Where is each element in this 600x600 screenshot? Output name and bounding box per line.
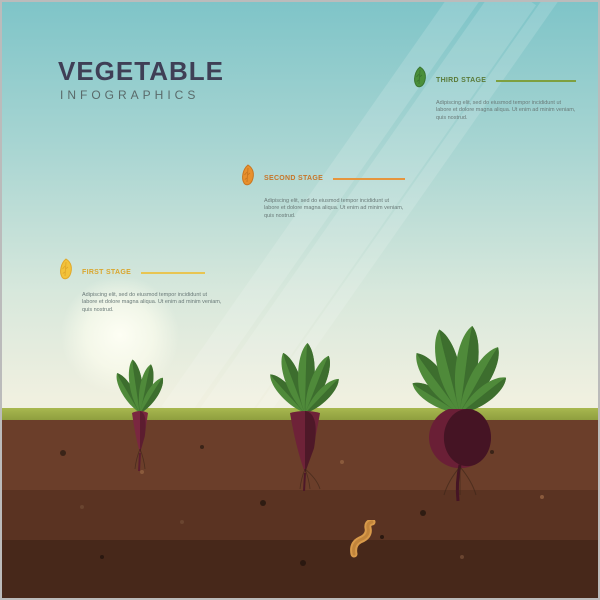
soil-layer-1 <box>0 490 600 540</box>
stage-bar <box>333 178 405 180</box>
soil-speck <box>200 445 204 449</box>
infographic-canvas: VEGETABLE INFOGRAPHICS FIRST STAGE Adipi… <box>0 0 600 600</box>
soil-speck <box>260 500 266 506</box>
subtitle: INFOGRAPHICS <box>60 88 199 102</box>
leaf-icon <box>56 258 76 287</box>
worm <box>348 520 392 565</box>
soil-speck <box>300 560 306 566</box>
soil-layer-2 <box>0 540 600 600</box>
leaf-icon <box>238 164 258 193</box>
soil-speck <box>340 460 344 464</box>
main-title: VEGETABLE <box>58 56 224 87</box>
stage-first: FIRST STAGE Adipiscing elit, sed do eius… <box>56 258 236 314</box>
soil-speck <box>180 520 184 524</box>
stage-body: Adipiscing elit, sed do eiusmod tempor i… <box>82 292 222 314</box>
soil-speck <box>80 505 84 509</box>
stage-label: FIRST STAGE <box>82 269 131 276</box>
soil-speck <box>460 555 464 559</box>
stage-bar <box>141 272 205 274</box>
stage-body: Adipiscing elit, sed do eiusmod tempor i… <box>436 100 576 122</box>
stage-label: SECOND STAGE <box>264 175 323 182</box>
soil-speck <box>420 510 426 516</box>
stage-third: THIRD STAGE Adipiscing elit, sed do eius… <box>410 66 590 122</box>
soil-speck <box>100 555 104 559</box>
soil-speck <box>60 450 66 456</box>
leaf-icon <box>410 66 430 95</box>
stage-label: THIRD STAGE <box>436 77 486 84</box>
stage-second: SECOND STAGE Adipiscing elit, sed do eiu… <box>238 164 418 220</box>
stage-bar <box>496 80 576 82</box>
soil-speck <box>540 495 544 499</box>
stage-body: Adipiscing elit, sed do eiusmod tempor i… <box>264 198 404 220</box>
